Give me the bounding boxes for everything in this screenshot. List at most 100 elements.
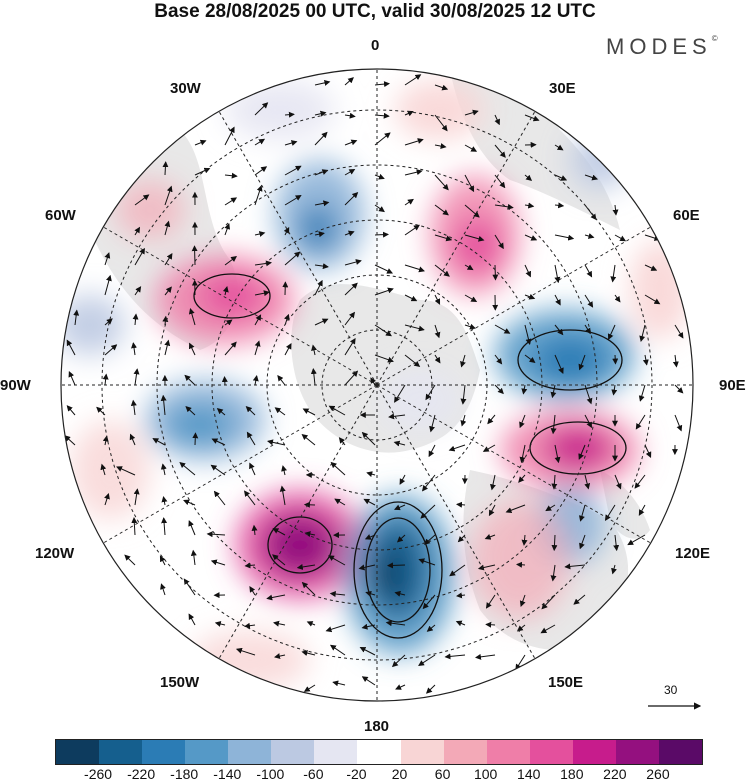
meridian-line [376,384,536,659]
wind-arrow [613,534,620,552]
wind-arrow [164,286,172,296]
wind-arrow [404,324,425,332]
wind-arrow [224,126,235,146]
wind-arrow [674,324,684,339]
wind-arrow [573,594,586,605]
lon-label-90w: 90W [0,377,31,394]
wind-arrow [404,294,418,302]
wind-arrow [344,230,355,237]
colorbar-tick-label: 20 [391,766,408,782]
wind-arrow [374,112,390,119]
wind-arrow [224,197,238,206]
wind-arrow [283,227,290,236]
wind-arrow [160,394,167,416]
wind-arrow [334,498,346,506]
wind-arrow [374,354,394,363]
wind-arrow [519,444,526,464]
wind-arrow [161,517,168,536]
wind-arrow [564,563,586,570]
colorbar-swatch [658,740,702,764]
wind-arrow [66,339,76,356]
meridian-line [103,226,378,386]
wind-arrow [344,311,356,326]
colorbar-tick-label: -260 [84,766,113,782]
wind-arrow [134,194,150,206]
wind-arrow [284,140,298,146]
wind-arrow [188,520,196,536]
wind-arrow [104,252,111,266]
wind-arrow [194,167,211,176]
lon-label-150w: 150W [160,674,200,691]
colorbar-tick-label: -20 [346,766,367,782]
wind-arrow [131,517,138,536]
meridian-line [103,384,378,544]
wind-arrow [551,474,558,490]
wind-arrow [638,384,646,402]
colorbar-ticks: -260 -220 -180 -140 -100 -60 -20 20 60 100 140 180 2… [55,766,701,783]
wind-arrow [296,563,316,570]
wind-arrow [456,592,466,599]
wind-arrow [330,461,346,476]
wind-arrow [578,354,586,371]
wind-arrow [374,287,394,296]
wind-arrow [426,624,436,632]
wind-arrow [393,504,406,511]
wind-arrow [222,286,229,296]
wind-arrow [281,465,287,476]
wind-arrow [639,324,646,342]
wind-arrow [394,590,406,597]
wind-arrow [391,654,406,668]
wind-arrow [314,200,330,207]
wind-arrow [554,324,564,336]
wind-arrow [224,223,231,236]
wind-arrow [284,251,301,266]
wind-arrow [214,621,226,627]
wind-arrow [490,474,496,491]
wind-arrow [545,504,556,512]
wind-arrow [314,79,331,86]
wind-arrow [73,309,80,326]
wind-arrow [344,112,356,119]
wind-arrow [399,474,406,485]
wind-arrow [494,174,506,189]
wind-arrow [224,341,237,356]
wind-arrow [254,166,268,176]
wind-arrow [188,613,196,626]
wind-arrow [385,620,406,627]
wind-arrow [254,138,266,146]
wind-arrow [634,474,646,489]
wind-arrow [444,653,466,660]
wind-arrow [524,354,536,364]
meridian-line [376,226,651,386]
contour-lines [193,273,627,639]
wind-arrow [104,344,118,356]
wind-arrow [134,226,141,236]
wind-arrow [185,406,196,416]
wind-arrow [272,528,286,536]
colorbar-tick-label: -100 [256,766,285,782]
wind-arrow [272,554,286,566]
wind-arrow [183,499,196,506]
wind-arrow [206,531,226,538]
wind-arrow [554,202,565,209]
wind-arrow [314,318,329,326]
wind-arrow [358,564,376,571]
wind-arrow [612,204,619,216]
wind-arrow [235,647,256,656]
wind-arrow [614,474,622,490]
colorbar-tick-label: 140 [517,766,541,782]
wind-arrow [328,555,346,566]
wind-arrow [460,354,466,368]
wind-arrow [314,231,325,238]
wind-arrow [464,204,480,218]
wind-arrow [612,354,619,365]
wind-arrow [644,294,661,305]
wind-arrow [363,498,376,506]
wind-arrow [132,313,139,326]
wind-arrow [190,549,197,566]
wind-arrow [374,264,394,274]
wind-arrow [329,591,346,598]
wind-arrow [494,203,514,210]
wind-arrow [550,564,557,582]
